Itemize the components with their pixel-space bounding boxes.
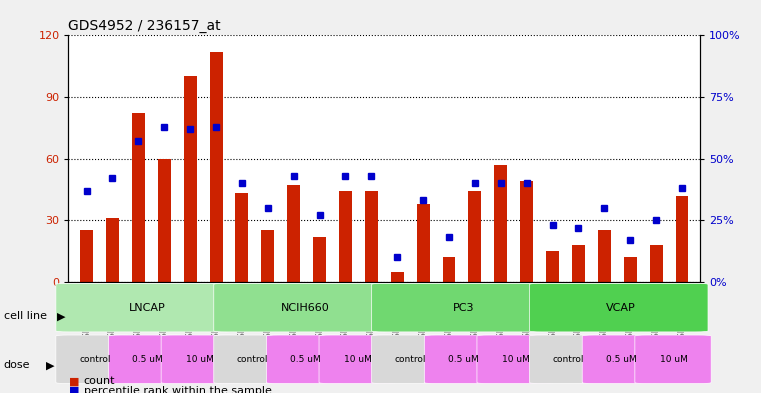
Bar: [572, 245, 585, 282]
FancyBboxPatch shape: [319, 335, 396, 384]
Text: dose: dose: [4, 360, 30, 371]
Bar: [158, 159, 170, 282]
Bar: [261, 230, 274, 282]
FancyBboxPatch shape: [582, 335, 658, 384]
Bar: [132, 114, 145, 282]
Text: 10 uM: 10 uM: [502, 355, 530, 364]
Text: ■: ■: [68, 376, 79, 386]
Bar: [546, 251, 559, 282]
Bar: [209, 52, 222, 282]
FancyBboxPatch shape: [371, 335, 448, 384]
Bar: [183, 77, 196, 282]
Text: 0.5 uM: 0.5 uM: [448, 355, 479, 364]
FancyBboxPatch shape: [56, 335, 132, 384]
FancyBboxPatch shape: [635, 335, 712, 384]
Bar: [676, 196, 689, 282]
FancyBboxPatch shape: [214, 283, 392, 332]
Bar: [391, 272, 404, 282]
Text: control: control: [237, 355, 269, 364]
FancyBboxPatch shape: [161, 335, 237, 384]
Text: VCAP: VCAP: [607, 303, 636, 313]
FancyBboxPatch shape: [530, 335, 606, 384]
FancyBboxPatch shape: [109, 335, 185, 384]
Text: GDS4952 / 236157_at: GDS4952 / 236157_at: [68, 19, 221, 33]
Bar: [287, 185, 300, 282]
Text: count: count: [84, 376, 115, 386]
Bar: [650, 245, 663, 282]
Text: 0.5 uM: 0.5 uM: [290, 355, 320, 364]
Bar: [598, 230, 611, 282]
Text: control: control: [395, 355, 426, 364]
FancyBboxPatch shape: [425, 335, 501, 384]
FancyBboxPatch shape: [477, 335, 553, 384]
FancyBboxPatch shape: [214, 335, 290, 384]
Bar: [624, 257, 637, 282]
Bar: [339, 191, 352, 282]
Text: 10 uM: 10 uM: [660, 355, 688, 364]
Bar: [495, 165, 508, 282]
Text: LNCAP: LNCAP: [129, 303, 166, 313]
Text: 10 uM: 10 uM: [186, 355, 214, 364]
Text: 10 uM: 10 uM: [344, 355, 372, 364]
Text: ■: ■: [68, 386, 79, 393]
Bar: [106, 218, 119, 282]
Bar: [417, 204, 430, 282]
Bar: [443, 257, 456, 282]
Bar: [313, 237, 326, 282]
FancyBboxPatch shape: [371, 283, 550, 332]
Bar: [365, 191, 377, 282]
Bar: [235, 193, 248, 282]
Text: ▶: ▶: [57, 311, 65, 321]
Text: control: control: [79, 355, 110, 364]
Bar: [80, 230, 93, 282]
Text: PC3: PC3: [453, 303, 474, 313]
Text: cell line: cell line: [4, 311, 47, 321]
Text: percentile rank within the sample: percentile rank within the sample: [84, 386, 272, 393]
Bar: [469, 191, 482, 282]
Text: 0.5 uM: 0.5 uM: [132, 355, 163, 364]
FancyBboxPatch shape: [56, 283, 234, 332]
Text: NCIH660: NCIH660: [281, 303, 330, 313]
FancyBboxPatch shape: [530, 283, 708, 332]
Text: ▶: ▶: [46, 360, 54, 371]
FancyBboxPatch shape: [266, 335, 342, 384]
Text: 0.5 uM: 0.5 uM: [606, 355, 636, 364]
Bar: [521, 181, 533, 282]
Text: control: control: [552, 355, 584, 364]
